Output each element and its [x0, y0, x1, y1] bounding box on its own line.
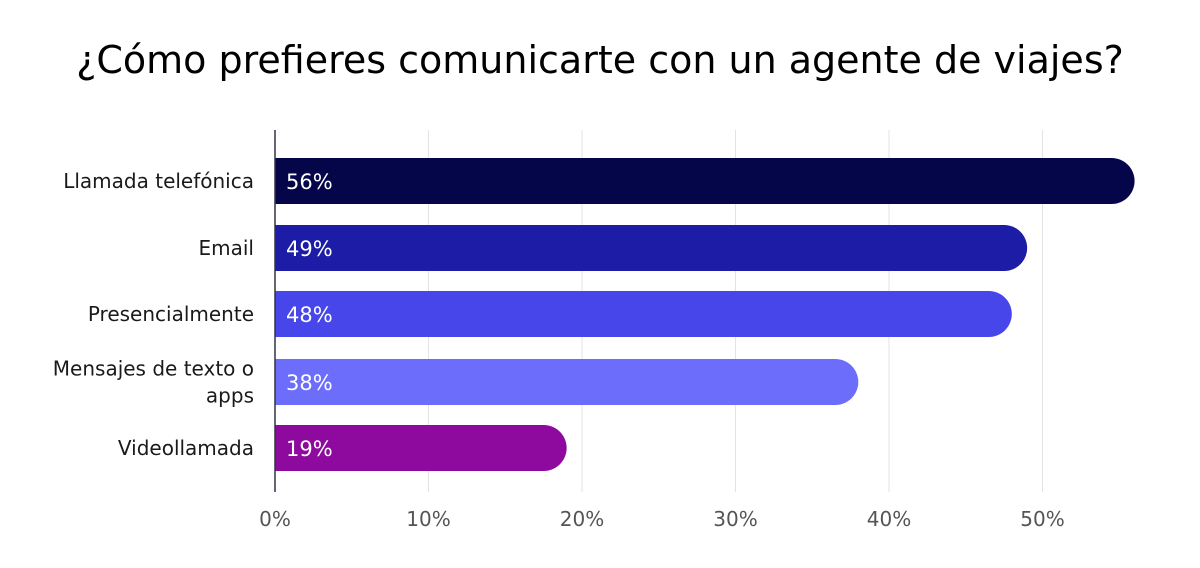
x-tick-label: 40%: [867, 507, 911, 531]
data-label: 56%: [286, 170, 333, 194]
x-tick-label: 20%: [560, 507, 604, 531]
labels: 0% 10% 20% 30% 40% 50% 56% Llamada telefónica 49…: [53, 169, 1065, 531]
category-label: Email: [199, 236, 255, 260]
category-label: Mensajes de texto o apps: [53, 357, 254, 408]
category-label-line: apps: [206, 384, 254, 408]
bar: [275, 291, 1012, 337]
bar: [275, 425, 567, 471]
x-tick-label: 30%: [713, 507, 757, 531]
bars: [275, 158, 1135, 471]
category-label: Videollamada: [118, 436, 254, 460]
category-label: Presencialmente: [88, 302, 254, 326]
data-label: 38%: [286, 371, 333, 395]
x-tick-label: 50%: [1020, 507, 1064, 531]
chart-title: ¿Cómo prefieres comunicarte con un agent…: [76, 38, 1124, 82]
x-tick-label: 10%: [406, 507, 450, 531]
data-label: 49%: [286, 237, 333, 261]
bar: [275, 158, 1135, 204]
category-label: Llamada telefónica: [63, 169, 254, 193]
category-label-line: Videollamada: [118, 436, 254, 460]
category-label-line: Mensajes de texto o: [53, 357, 254, 381]
x-tick-label: 0%: [259, 507, 291, 531]
data-label: 19%: [286, 437, 333, 461]
data-label: 48%: [286, 303, 333, 327]
category-label-line: Llamada telefónica: [63, 169, 254, 193]
bar: [275, 359, 859, 405]
bar: [275, 225, 1028, 271]
category-label-line: Email: [199, 236, 255, 260]
category-label-line: Presencialmente: [88, 302, 254, 326]
